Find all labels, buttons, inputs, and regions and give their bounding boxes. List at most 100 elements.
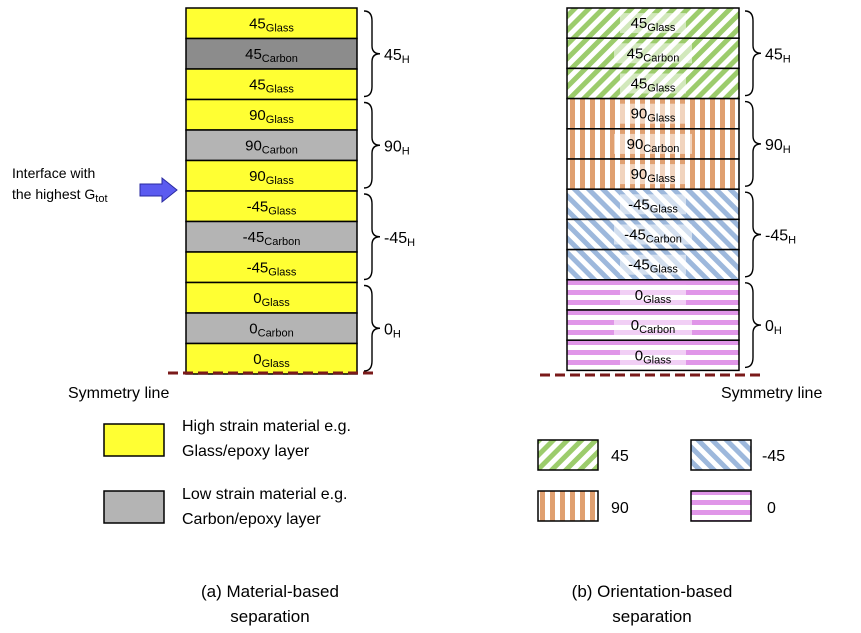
layer-material: Glass — [647, 113, 676, 125]
layer-label: 0Carbon — [631, 317, 675, 336]
layer-45-carbon: 45Carbon — [566, 37, 740, 70]
layer-material: Carbon — [639, 324, 675, 336]
layer-material: Glass — [647, 22, 676, 34]
legend-swatch-0 — [690, 490, 752, 522]
group-brace-90: 90H — [363, 101, 410, 189]
layer-minus45-carbon: -45Carbon — [566, 218, 740, 251]
legend-swatch-minus45 — [690, 439, 752, 471]
layer-material: Glass — [647, 173, 676, 185]
brace-icon — [744, 282, 762, 369]
layer-material: Glass — [262, 358, 291, 370]
label-backing — [614, 315, 692, 336]
layer-label: 90Carbon — [627, 136, 680, 155]
label-backing — [614, 43, 692, 64]
group-brace-45: 45H — [363, 10, 410, 98]
interface-label-line2: the highest Gtot — [12, 186, 108, 205]
layer-box — [566, 309, 740, 341]
layer-minus45-glass: -45Glass — [185, 190, 358, 223]
group-angle: -45 — [765, 228, 788, 245]
layer-material: Glass — [268, 266, 297, 278]
layer-label: 0Glass — [253, 351, 290, 370]
layer-box — [185, 98, 358, 131]
legend-glass-line2: Glass/epoxy layer — [182, 443, 310, 460]
layer-label: 90Carbon — [245, 137, 298, 156]
legend-carbon-line2: Carbon/epoxy layer — [182, 511, 321, 528]
symmetry-label-b: Symmetry line — [721, 385, 822, 402]
group-brace-0: 0H — [744, 282, 782, 369]
caption-b-line2: separation — [612, 607, 691, 626]
layer-minus45-carbon: -45Carbon — [185, 220, 358, 253]
layer-90-glass: 90Glass — [566, 158, 740, 190]
brace-icon — [744, 191, 762, 278]
interface-label-line1: Interface with — [12, 165, 95, 181]
layer-minus45-glass: -45Glass — [566, 248, 740, 281]
layer-minus45-glass: -45Glass — [566, 188, 740, 221]
group-angle: 45 — [384, 47, 402, 64]
layer-label: -45Glass — [628, 196, 678, 215]
group-brace-minus45: -45H — [744, 191, 796, 278]
legend-label-90: 90 — [611, 500, 629, 517]
layer-label: 45Carbon — [245, 46, 298, 65]
legend-swatch-90 — [537, 490, 599, 522]
layer-material: Glass — [643, 294, 672, 306]
layer-0-glass: 0Glass — [566, 279, 740, 311]
brace-icon — [363, 10, 381, 98]
layer-material: Carbon — [643, 52, 679, 64]
group-sub: H — [402, 54, 410, 66]
layer-box — [185, 7, 358, 40]
layer-label: 0Glass — [635, 347, 672, 366]
layer-angle: -45 — [247, 198, 269, 215]
layer-angle: 0 — [249, 320, 257, 337]
layer-label: 45Glass — [249, 15, 294, 34]
layer-angle: -45 — [628, 196, 650, 213]
legend-swatch-45 — [537, 439, 599, 471]
label-backing — [620, 194, 686, 215]
layer-label: 90Glass — [249, 168, 294, 187]
layer-label: 45Glass — [631, 15, 676, 34]
layer-0-carbon: 0Carbon — [566, 309, 740, 341]
interface-label-main: the highest G — [12, 186, 95, 202]
label-backing — [620, 103, 686, 124]
layer-90-carbon: 90Carbon — [566, 128, 740, 160]
group-sub: H — [788, 235, 796, 247]
label-backing — [614, 224, 692, 245]
group-label: 0H — [384, 321, 401, 340]
group-sub: H — [774, 325, 782, 337]
label-backing — [620, 13, 686, 34]
legend-label-0: 0 — [767, 500, 776, 517]
layer-label: -45Glass — [247, 259, 297, 278]
layer-label: 45Glass — [631, 76, 676, 95]
brace-icon — [744, 100, 762, 187]
group-brace-0: 0H — [363, 284, 401, 372]
brace-icon — [363, 193, 381, 281]
layer-angle: 0 — [635, 347, 643, 364]
layer-90-carbon: 90Carbon — [185, 129, 358, 162]
layer-material: Glass — [268, 205, 297, 217]
group-label: -45H — [384, 230, 415, 249]
legend-glass-line1: High strain material e.g. — [182, 418, 351, 435]
caption-a-line1: (a) Material-based — [201, 582, 339, 601]
layer-material: Glass — [650, 264, 679, 276]
group-angle: 0 — [765, 318, 774, 335]
layer-angle: -45 — [624, 227, 646, 244]
layer-material: Glass — [650, 203, 679, 215]
layer-label: 90Glass — [631, 166, 676, 185]
group-angle: 90 — [384, 138, 402, 155]
layer-45-glass: 45Glass — [185, 7, 358, 40]
group-angle: 0 — [384, 321, 393, 338]
layer-0-glass: 0Glass — [566, 339, 740, 372]
layer-box — [185, 159, 358, 192]
layer-90-glass: 90Glass — [566, 97, 740, 130]
layer-label: 90Glass — [249, 107, 294, 126]
layer-box — [566, 67, 740, 100]
layer-angle: 90 — [245, 137, 262, 154]
layer-material: Glass — [262, 297, 291, 309]
layer-label: 45Carbon — [627, 45, 680, 64]
layer-45-glass: 45Glass — [566, 7, 740, 39]
layer-label: 90Glass — [631, 106, 676, 125]
group-label: -45H — [765, 228, 796, 247]
caption-b-line1: (b) Orientation-based — [572, 582, 733, 601]
layer-0-carbon: 0Carbon — [185, 312, 358, 345]
layer-90-glass: 90Glass — [185, 98, 358, 131]
